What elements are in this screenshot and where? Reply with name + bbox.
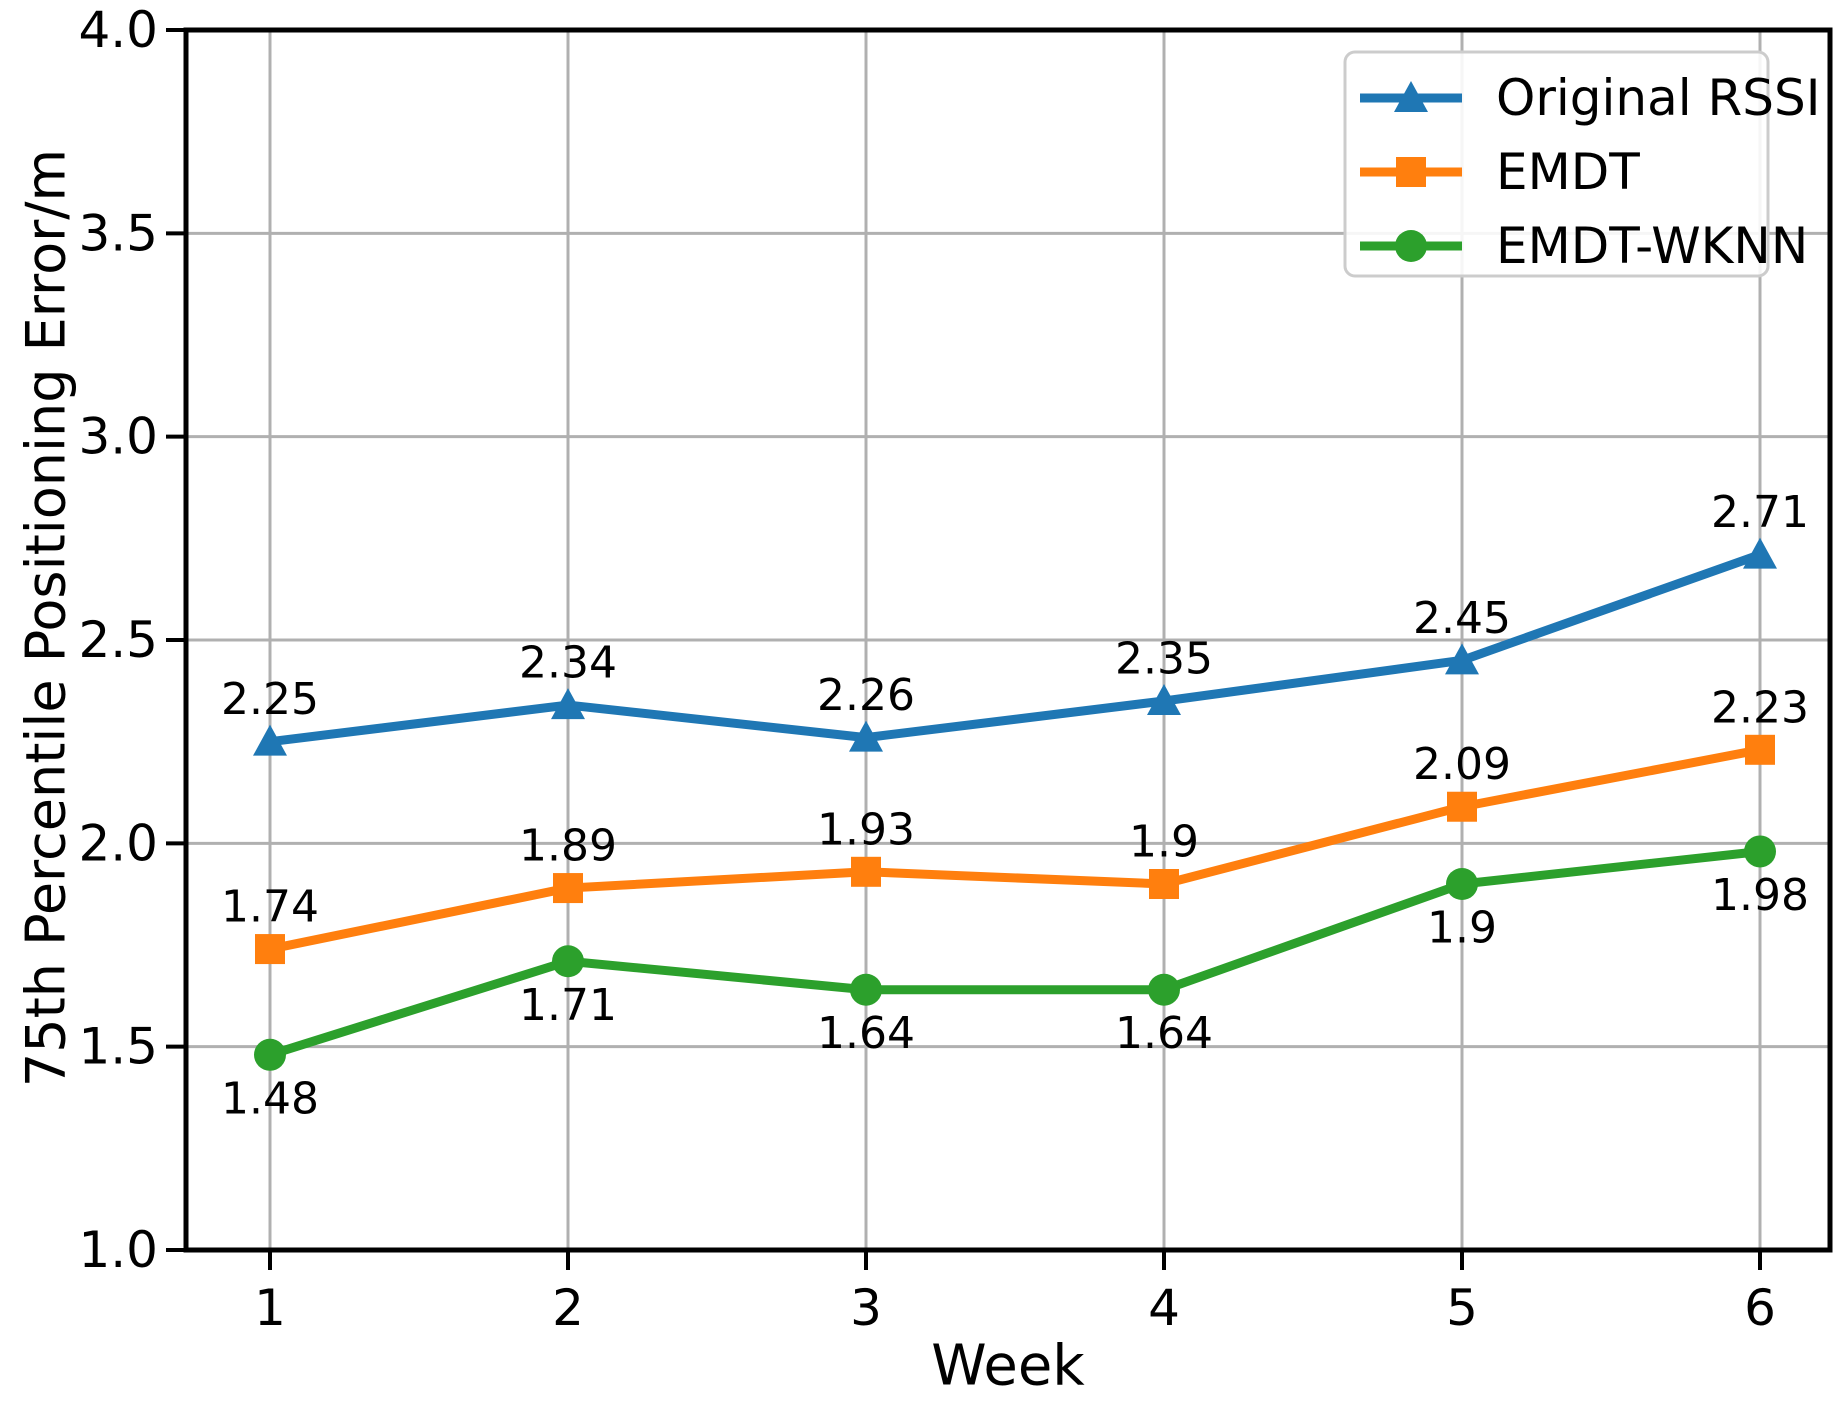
marker-original-rssi [1147,684,1181,715]
legend-marker-emdt [1396,157,1426,187]
marker-emdt [255,934,285,965]
marker-emdt-wknn [850,973,882,1006]
x-axis-label: Week [931,1334,1085,1399]
marker-emdt [1745,734,1775,765]
point-label-original-rssi: 2.35 [1115,634,1213,685]
point-label-emdt-wknn: 1.9 [1427,903,1497,954]
point-label-original-rssi: 2.71 [1711,487,1809,538]
y-tick-label: 3.5 [78,204,158,262]
marker-emdt [553,873,583,904]
series-line-emdt-wknn [268,846,1761,1060]
marker-emdt-wknn [1446,868,1478,900]
point-label-emdt-wknn: 1.64 [817,1008,915,1059]
point-label-emdt-wknn: 1.98 [1711,870,1809,921]
point-label-emdt-wknn: 1.64 [1115,1008,1213,1059]
point-label-emdt: 1.74 [221,882,319,933]
marker-original-rssi [1445,643,1479,675]
marker-emdt-wknn [1744,835,1776,868]
point-label-emdt: 2.09 [1413,739,1511,790]
legend-label-emdt-wknn: EMDT-WKNN [1496,217,1808,275]
series-layer: 2.25 2.34 2.26 2.35 2.45 2.71 1.74 1.89 1.93 1.9 2… [221,487,1809,1124]
point-label-original-rssi: 2.26 [817,670,915,721]
point-label-emdt: 1.93 [817,804,915,855]
y-tick-label: 2.0 [78,814,158,872]
y-tick-label: 1.0 [78,1221,158,1279]
y-tick-label: 1.5 [78,1018,158,1076]
point-label-emdt: 2.23 [1711,682,1809,733]
legend-box [1343,50,1770,278]
marker-original-rssi [253,724,287,756]
point-label-original-rssi: 2.34 [519,638,617,689]
x-tick-label: 3 [850,1279,882,1337]
marker-emdt [1447,791,1477,822]
marker-original-rssi [1743,537,1777,569]
point-label-emdt: 1.89 [519,821,617,872]
marker-emdt [1149,869,1179,899]
legend-label-original-rssi: Original RSSI [1496,69,1821,127]
series-line-emdt [269,745,1761,954]
legend-label-emdt: EMDT [1496,143,1640,201]
y-tick-label: 3.0 [78,408,158,466]
point-label-original-rssi: 2.45 [1413,593,1511,644]
point-label-original-rssi: 2.25 [221,674,319,725]
y-tick-label: 4.0 [78,1,158,59]
y-tick-label: 2.5 [78,611,158,669]
legend: Original RSSI EMDT EMDT-WKNN [1343,50,1821,278]
marker-emdt-wknn [552,945,584,978]
legend-marker-original-rssi [1394,81,1428,112]
y-axis-label: 75th Percentile Positioning Error/m [15,149,78,1087]
point-label-emdt: 1.9 [1129,817,1199,868]
x-tick-label: 2 [552,1279,584,1337]
marker-emdt-wknn [254,1038,286,1071]
x-tick-label: 6 [1744,1279,1776,1337]
marker-original-rssi [551,688,585,720]
x-tick-label: 5 [1446,1279,1478,1337]
x-tick-label: 4 [1148,1279,1180,1337]
legend-marker-emdt-wknn [1395,230,1427,262]
marker-emdt [851,856,881,887]
axis-layer: 1 2 3 4 5 6 1.0 1.5 2.0 2.5 3.0 3.5 4.0 [78,1,1833,1337]
point-label-emdt-wknn: 1.71 [519,980,617,1031]
series-line-original-rssi [269,550,1762,747]
x-tick-label: 1 [254,1279,286,1337]
marker-emdt-wknn [1148,973,1180,1006]
point-label-emdt-wknn: 1.48 [221,1073,319,1124]
marker-original-rssi [849,720,883,752]
